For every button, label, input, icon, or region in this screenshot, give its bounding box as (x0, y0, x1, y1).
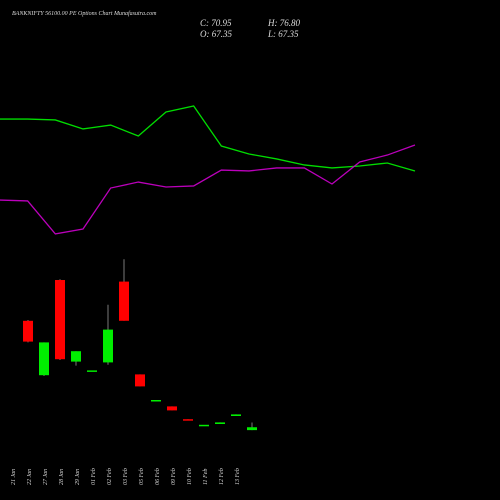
candle-body (55, 280, 65, 360)
candle-body (23, 320, 33, 342)
x-tick-label: 09 Feb (171, 468, 177, 485)
candle-body (231, 414, 241, 416)
x-tick-label: 02 Feb (107, 468, 113, 485)
x-tick-label: 06 Feb (155, 468, 161, 485)
x-tick-label: 27 Jan (43, 469, 49, 485)
candle-body (199, 424, 209, 427)
x-tick-label: 21 Jan (11, 469, 17, 485)
candle-body (167, 406, 177, 411)
x-tick-label: 05 Feb (139, 468, 145, 485)
candle-body (215, 422, 225, 424)
x-tick-label: 13 Feb (235, 468, 241, 485)
x-tick-label: 12 Feb (219, 468, 225, 485)
chart-title: BANKNIFTY 56100.00 PE Options Chart Muna… (12, 10, 157, 17)
candle-body (87, 370, 97, 372)
x-tick-label: 28 Jan (59, 469, 65, 485)
stat: H: 76.80 (267, 18, 300, 28)
candle-body (151, 400, 161, 402)
x-tick-label: 10 Feb (187, 468, 193, 485)
candle-body (119, 281, 129, 321)
indicator-line (0, 105, 416, 172)
x-tick-label: 01 Feb (91, 468, 97, 485)
stat: O: 67.35 (200, 29, 232, 39)
candle-body (39, 342, 49, 376)
candle-body (183, 419, 193, 421)
indicator-line (0, 144, 416, 235)
stat: L: 67.35 (267, 29, 299, 39)
stat: C: 70.95 (200, 18, 232, 28)
candle-body (135, 374, 145, 387)
candle-body (71, 351, 81, 362)
candle-body (247, 427, 257, 431)
x-tick-label: 29 Jan (75, 469, 81, 485)
x-tick-label: 22 Jan (27, 469, 33, 485)
x-tick-label: 11 Feb (203, 469, 209, 485)
x-tick-label: 03 Feb (123, 468, 129, 485)
candle-body (103, 329, 113, 363)
